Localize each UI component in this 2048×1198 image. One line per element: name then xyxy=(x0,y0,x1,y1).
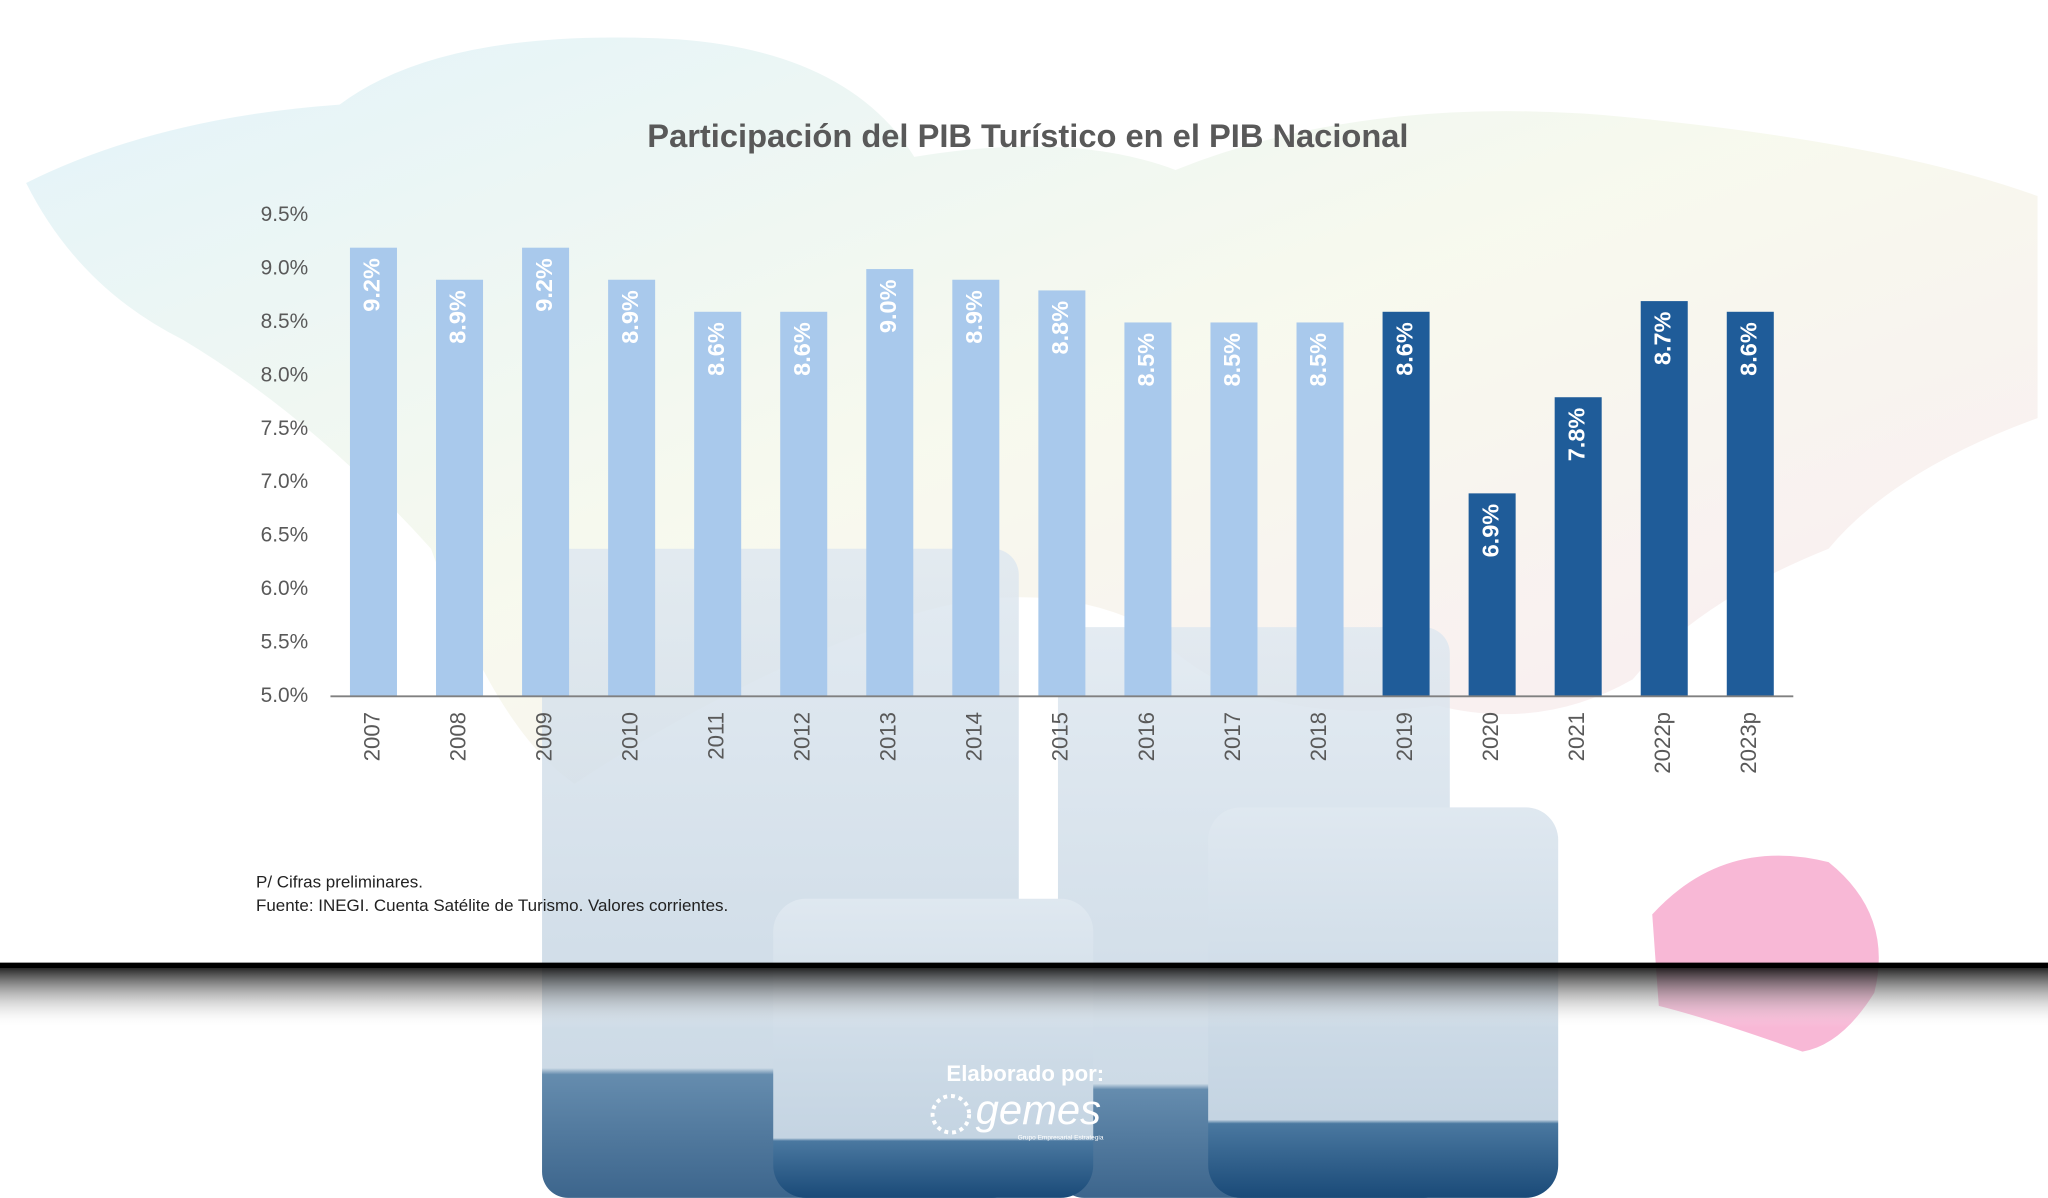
y-tick-label: 7.5% xyxy=(261,417,309,440)
x-tick-label: 2010 xyxy=(617,712,642,761)
x-tick-label: 2008 xyxy=(445,712,470,761)
bar xyxy=(1038,290,1086,697)
bar xyxy=(1382,311,1430,697)
credit-label: Elaborado por: xyxy=(946,1061,1104,1086)
bar xyxy=(522,247,570,697)
x-tick-label: 2009 xyxy=(531,712,556,761)
x-tick-label: 2021 xyxy=(1564,712,1589,761)
x-tick-label: 2013 xyxy=(876,712,901,761)
x-tick-label: 2019 xyxy=(1392,712,1417,761)
x-tick-label: 2023p xyxy=(1736,712,1761,774)
value-label: 8.5% xyxy=(1133,333,1159,387)
x-tick-label: 2014 xyxy=(962,712,987,761)
y-tick-label: 9.0% xyxy=(261,257,309,280)
value-label: 8.6% xyxy=(703,322,729,376)
value-label: 9.2% xyxy=(531,258,557,312)
x-tick-label: 2007 xyxy=(359,712,384,761)
bar xyxy=(1124,322,1172,697)
bar xyxy=(608,279,656,697)
y-tick-label: 5.5% xyxy=(261,630,309,653)
bar xyxy=(1554,397,1602,697)
y-tick-label: 9.5% xyxy=(261,203,309,226)
y-tick-label: 8.5% xyxy=(261,310,309,333)
value-label: 8.9% xyxy=(445,290,471,344)
value-label: 8.9% xyxy=(961,290,987,344)
bar xyxy=(436,279,484,697)
value-label: 8.6% xyxy=(789,322,815,376)
x-tick-label: 2022p xyxy=(1650,712,1675,774)
x-tick-label: 2011 xyxy=(704,712,729,760)
y-tick-label: 6.5% xyxy=(261,524,309,547)
bar xyxy=(866,269,914,697)
x-tick-label: 2016 xyxy=(1134,712,1159,761)
value-label: 6.9% xyxy=(1477,504,1503,558)
bar xyxy=(952,279,1000,697)
y-tick-label: 8.0% xyxy=(261,363,309,386)
bar xyxy=(694,311,742,697)
y-tick-label: 5.0% xyxy=(261,684,309,707)
value-label: 8.7% xyxy=(1649,311,1675,365)
bar xyxy=(349,247,397,697)
x-tick-label: 2017 xyxy=(1220,712,1245,761)
credit-brand: gemes xyxy=(976,1086,1102,1133)
x-tick-label: 2015 xyxy=(1048,712,1073,761)
note: P/ Cifras preliminares. xyxy=(256,873,423,892)
credit-tagline: Grupo Empresarial Estrategia xyxy=(1018,1134,1104,1141)
value-label: 8.9% xyxy=(617,290,643,344)
value-label: 9.2% xyxy=(359,258,385,312)
chart-title: Participación del PIB Turístico en el PI… xyxy=(647,117,1408,154)
bar xyxy=(1210,322,1258,697)
y-tick-label: 6.0% xyxy=(261,577,309,600)
x-tick-label: 2018 xyxy=(1306,712,1331,761)
value-label: 8.6% xyxy=(1391,322,1417,376)
value-label: 8.6% xyxy=(1735,322,1761,376)
bar xyxy=(1296,322,1344,697)
y-tick-label: 7.0% xyxy=(261,470,309,493)
value-label: 8.8% xyxy=(1047,301,1073,355)
bar xyxy=(1726,311,1774,697)
value-label: 9.0% xyxy=(875,279,901,333)
value-label: 7.8% xyxy=(1563,408,1589,462)
x-tick-label: 2012 xyxy=(790,712,815,761)
bar xyxy=(780,311,828,697)
value-label: 8.5% xyxy=(1305,333,1331,387)
x-tick-label: 2020 xyxy=(1478,712,1503,761)
bar xyxy=(1640,301,1688,697)
note: Fuente: INEGI. Cuenta Satélite de Turism… xyxy=(256,896,728,915)
bar xyxy=(1468,493,1516,697)
value-label: 8.5% xyxy=(1219,333,1245,387)
